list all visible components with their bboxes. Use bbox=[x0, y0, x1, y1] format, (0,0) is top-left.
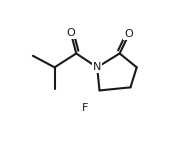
Text: F: F bbox=[82, 103, 89, 113]
Text: N: N bbox=[93, 62, 101, 72]
Text: O: O bbox=[125, 29, 133, 39]
Text: O: O bbox=[67, 28, 75, 38]
